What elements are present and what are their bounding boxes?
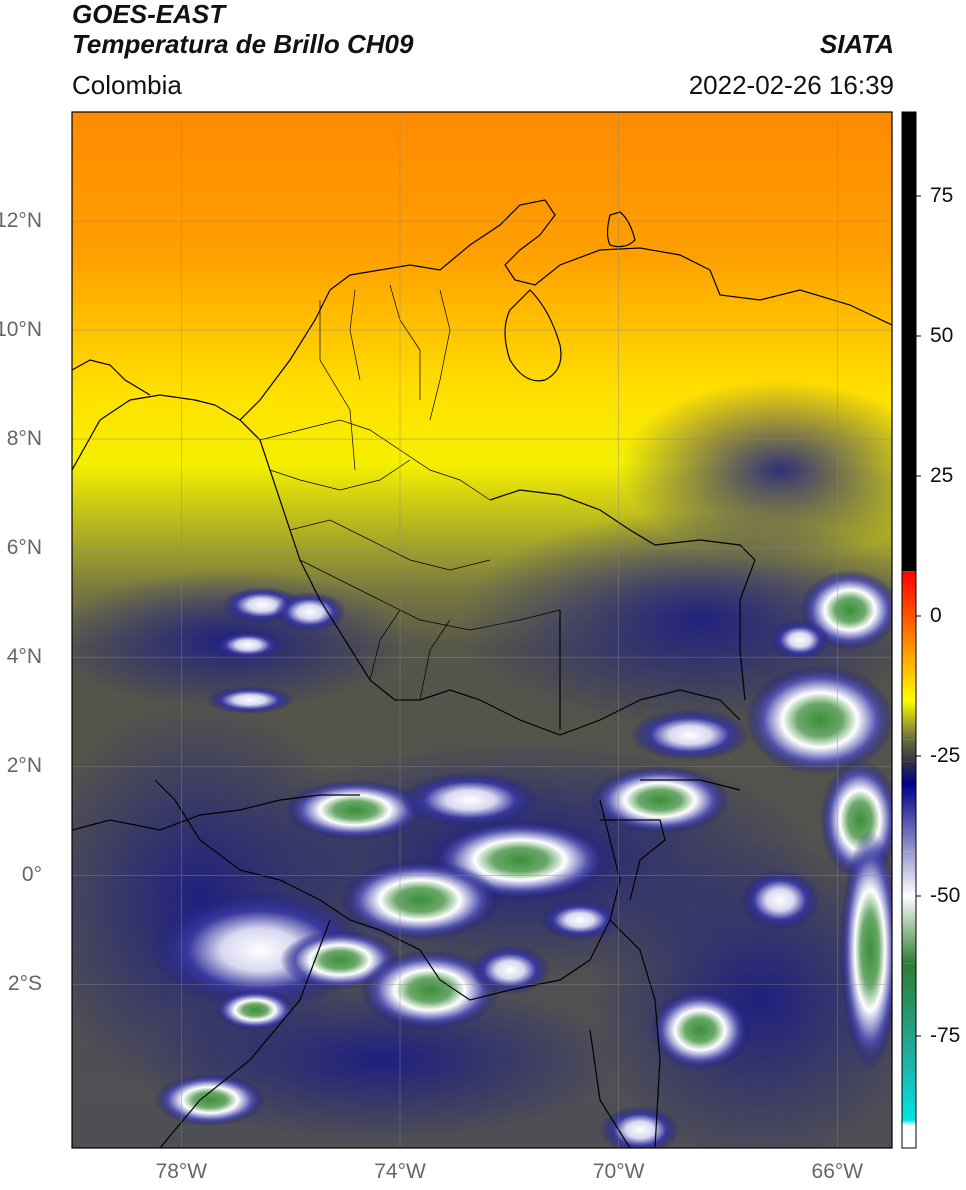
colorbar-tick-label: 0: [930, 604, 942, 627]
colorbar-segment: [902, 896, 916, 964]
satellite-field: [72, 112, 892, 1148]
lat-tick-label: 6°N: [6, 536, 42, 560]
colorbar-tick-label: 25: [930, 464, 954, 487]
coastlines-and-borders: [72, 199, 892, 1148]
lat-tick-label: 2°N: [6, 754, 42, 778]
colorbar-segment: [902, 963, 916, 1064]
region-label: Colombia: [72, 70, 182, 100]
colorbar-segment: [902, 571, 916, 572]
colorbar-tick-label: -75: [930, 1024, 961, 1047]
lat-tick-label: 4°N: [6, 645, 42, 669]
colorbar-tick-label: -50: [930, 884, 961, 907]
lat-tick-label: 10°N: [0, 318, 42, 342]
colorbar-tick-label: 50: [930, 324, 954, 347]
lat-tick-label: 8°N: [6, 427, 42, 451]
colorbar-segment: [902, 784, 916, 852]
lon-tick-label: 70°W: [592, 1160, 645, 1183]
lon-tick-label: 78°W: [155, 1160, 208, 1183]
colorbar-segment: [902, 761, 916, 784]
colorbar-segment: [902, 1120, 916, 1126]
colorbar-frame: [901, 111, 917, 1149]
colorbar-segment: [902, 739, 916, 762]
department-borders: [259, 284, 561, 701]
colorbar-tick-label: -25: [930, 744, 961, 767]
colorbar-segment: [902, 1064, 916, 1120]
colorbar-segment: [902, 644, 916, 700]
colorbar-segment: [902, 700, 916, 740]
map-frame: [71, 111, 893, 1149]
colorbar-tick-label: 75: [930, 184, 954, 207]
colorbar-segment: [902, 571, 916, 644]
lat-tick-label: 2°S: [7, 972, 42, 996]
agency-label: SIATA: [819, 29, 894, 59]
lon-tick-label: 66°W: [811, 1160, 864, 1183]
lat-tick-label: 0°: [21, 863, 42, 887]
product-title: Temperatura de Brillo CH09: [72, 29, 414, 59]
colorbar-segment: [902, 112, 916, 572]
colorbar-segment: [902, 851, 916, 896]
timestamp: 2022-02-26 16:39: [688, 70, 894, 100]
colorbar: [902, 112, 921, 1148]
lon-tick-label: 74°W: [374, 1160, 426, 1183]
lat-tick-label: 12°N: [0, 209, 42, 233]
graticule: [72, 112, 892, 1148]
colorbar-segment: [902, 1125, 916, 1148]
satellite-title: GOES-EAST: [72, 0, 226, 29]
